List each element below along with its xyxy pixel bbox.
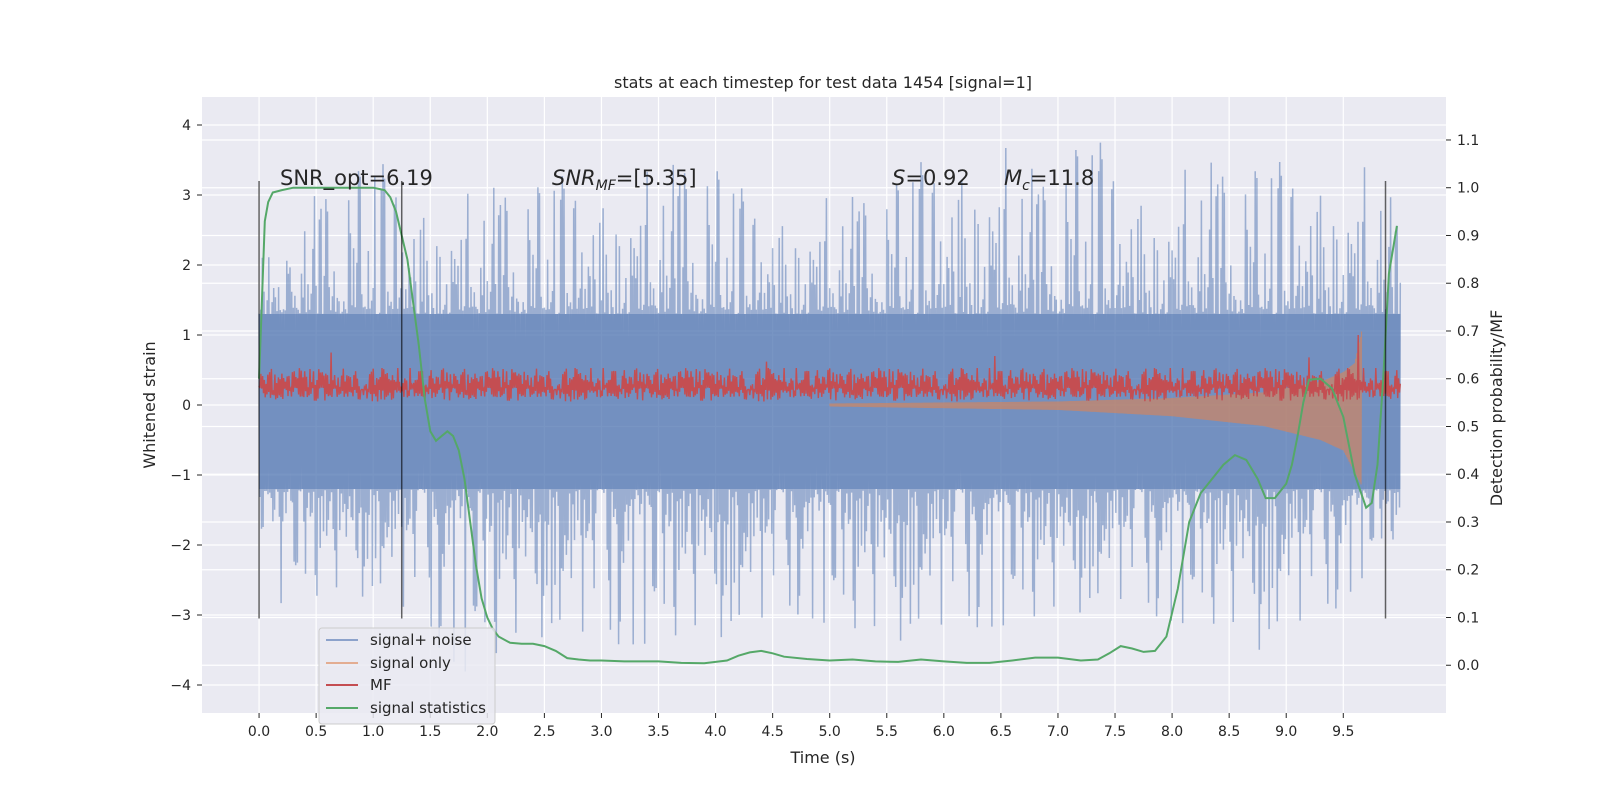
x-tick-label-5: 2.5 [533, 724, 555, 740]
y-right-tick-label-5: 0.5 [1457, 419, 1479, 435]
y-left-tick-label-1: −3 [170, 608, 191, 624]
y-right-tick-label-7: 0.7 [1457, 324, 1479, 340]
x-tick-label-0: 0.0 [248, 724, 270, 740]
annotation-mc-value: =11.8 [1030, 166, 1094, 190]
x-tick-label-6: 3.0 [590, 724, 612, 740]
annotation-mc-subscript: c [1022, 178, 1030, 194]
annotation-s-value: =0.92 [905, 166, 969, 190]
x-tick-label-14: 7.0 [1047, 724, 1069, 740]
y-left-tick-label-7: 3 [182, 188, 191, 204]
x-tick-label-8: 4.0 [704, 724, 726, 740]
y-right-tick-label-11: 1.1 [1457, 133, 1479, 149]
vertical-markers [258, 181, 1387, 619]
annotation-mc-symbol: M [1004, 166, 1022, 190]
annotation-s: S=0.92 [892, 166, 970, 190]
y-right-tick-label-10: 1.0 [1457, 181, 1479, 197]
annotation-snr-mf-subscript: MF [596, 178, 617, 194]
y-right-tick-label-3: 0.3 [1457, 515, 1479, 531]
x-tick-label-17: 8.5 [1218, 724, 1240, 740]
legend-label-signal-statistics: signal statistics [370, 699, 486, 717]
series-mf [258, 334, 1401, 402]
y-left-tick-label-6: 2 [182, 258, 191, 274]
x-tick-label-11: 5.5 [876, 724, 898, 740]
x-tick-label-10: 5.0 [819, 724, 841, 740]
x-axis-ticks: 0.0 0.5 1.0 1.5 2.0 2.5 3.0 3.5 4.0 4.5 5.0 5.5 6.0 6… [248, 713, 1354, 740]
y-left-tick-label-4: 0 [182, 398, 191, 414]
y-right-tick-label-4: 0.4 [1457, 467, 1479, 483]
annotation-snr-opt: SNR_opt=6.19 [280, 166, 433, 191]
annotation-s-symbol: S [892, 166, 905, 190]
y-left-tick-label-8: 4 [182, 118, 191, 134]
chart-title: stats at each timestep for test data 145… [614, 73, 1032, 92]
y-axis-label-left: Whitened strain [140, 341, 159, 468]
annotation-mc: Mc=11.8 [1004, 166, 1094, 194]
y-right-tick-label-9: 0.9 [1457, 228, 1479, 244]
legend-box [318, 627, 496, 725]
x-tick-label-2: 1.0 [362, 724, 384, 740]
x-tick-label-9: 4.5 [762, 724, 784, 740]
legend-label-mf: MF [370, 676, 392, 694]
y-right-tick-label-6: 0.6 [1457, 372, 1479, 388]
series-layer [258, 142, 1402, 672]
y-right-tick-label-1: 0.1 [1457, 610, 1479, 626]
x-tick-label-12: 6.0 [933, 724, 955, 740]
y-axis-label-right: Detection probability/MF [1487, 310, 1506, 507]
x-tick-label-19: 9.5 [1332, 724, 1354, 740]
y-left-axis-ticks: −4 −3 −2 −1 0 1 2 3 4 [170, 118, 202, 694]
annotation-snr-mf-symbol: SNR [552, 166, 596, 190]
x-tick-label-15: 7.5 [1104, 724, 1126, 740]
x-tick-label-4: 2.0 [476, 724, 498, 740]
legend: signal+ noise signal only MF signal stat… [318, 627, 496, 725]
legend-label-signal-noise: signal+ noise [370, 631, 472, 649]
y-right-tick-label-2: 0.2 [1457, 563, 1479, 579]
y-left-tick-label-3: −1 [170, 468, 191, 484]
y-left-tick-label-2: −2 [170, 538, 191, 554]
x-axis-label: Time (s) [789, 748, 855, 767]
annotation-snr-mf-value: =[5.35] [616, 166, 697, 190]
y-right-tick-label-8: 0.8 [1457, 276, 1479, 292]
x-tick-label-3: 1.5 [419, 724, 441, 740]
legend-label-signal-only: signal only [370, 654, 451, 672]
y-right-tick-label-0: 0.0 [1457, 658, 1479, 674]
y-left-tick-label-5: 1 [182, 328, 191, 344]
annotation-snr-mf: SNRMF=[5.35] [552, 166, 697, 194]
x-tick-label-18: 9.0 [1275, 724, 1297, 740]
x-tick-label-16: 8.0 [1161, 724, 1183, 740]
x-tick-label-7: 3.5 [647, 724, 669, 740]
y-right-axis-ticks: 0.0 0.1 0.2 0.3 0.4 0.5 0.6 0.7 0.8 0.9 1.0 1.1 [1446, 133, 1479, 674]
x-tick-label-1: 0.5 [305, 724, 327, 740]
series-signal-statistics [258, 186, 1398, 665]
y-left-tick-label-0: −4 [170, 678, 191, 694]
x-tick-label-13: 6.5 [990, 724, 1012, 740]
